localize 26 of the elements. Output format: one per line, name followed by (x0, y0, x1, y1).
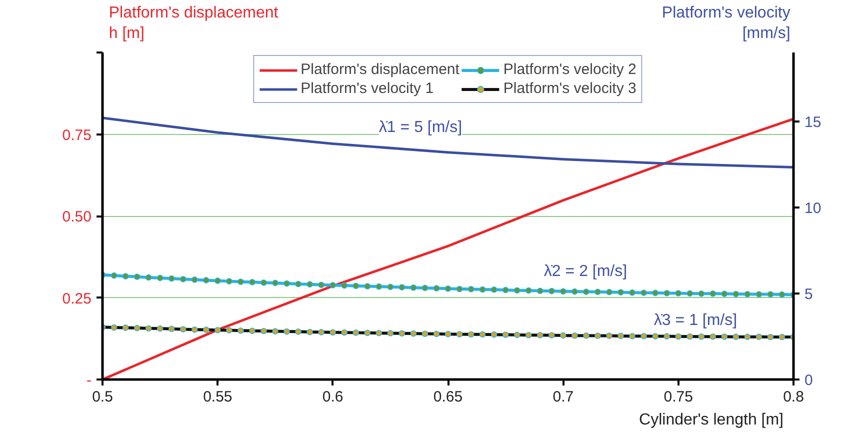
annotation: λ̇1 = 5 [m/s] (378, 119, 462, 136)
x-tick-label: 0.5 (92, 388, 113, 406)
y-tick-label: 0.50 (62, 208, 92, 226)
y2-tick-label: 10 (804, 200, 822, 217)
x-tick-label: 0.6 (322, 388, 344, 406)
x-tick-label: 0.55 (203, 388, 232, 406)
line-series (102, 116, 794, 169)
legend-label: Platform's velocity 2 (503, 61, 636, 78)
x-tick-label: 0.65 (433, 388, 463, 406)
x-tick-label: 0.8 (783, 388, 804, 406)
y-tick-label: - (86, 372, 92, 389)
y-tick-label: 0.75 (62, 126, 92, 144)
x-tick-label: 0.7 (552, 388, 574, 406)
legend-label: Platform's displacement (300, 61, 460, 78)
y2-tick-label: 0 (804, 372, 813, 389)
y2-axis-title: Platform's velocity [mm/s] (662, 4, 790, 42)
annotation: λ̇2 = 2 [m/s] (544, 263, 628, 280)
y2-tick-label: 5 (804, 286, 813, 303)
x-axis-title: Cylinder's length [m] (639, 412, 784, 428)
legend-label: Platform's velocity 1 (300, 80, 434, 97)
x-tick-label: 0.75 (664, 388, 693, 406)
legend-label: Platform's velocity 3 (503, 80, 636, 97)
y-tick-label: 0.25 (62, 290, 92, 308)
annotation: λ̇3 = 1 [m/s] (654, 312, 738, 329)
y-axis-title: Platform's displacement h [m] (108, 4, 279, 42)
y2-tick-label: 15 (804, 114, 822, 131)
